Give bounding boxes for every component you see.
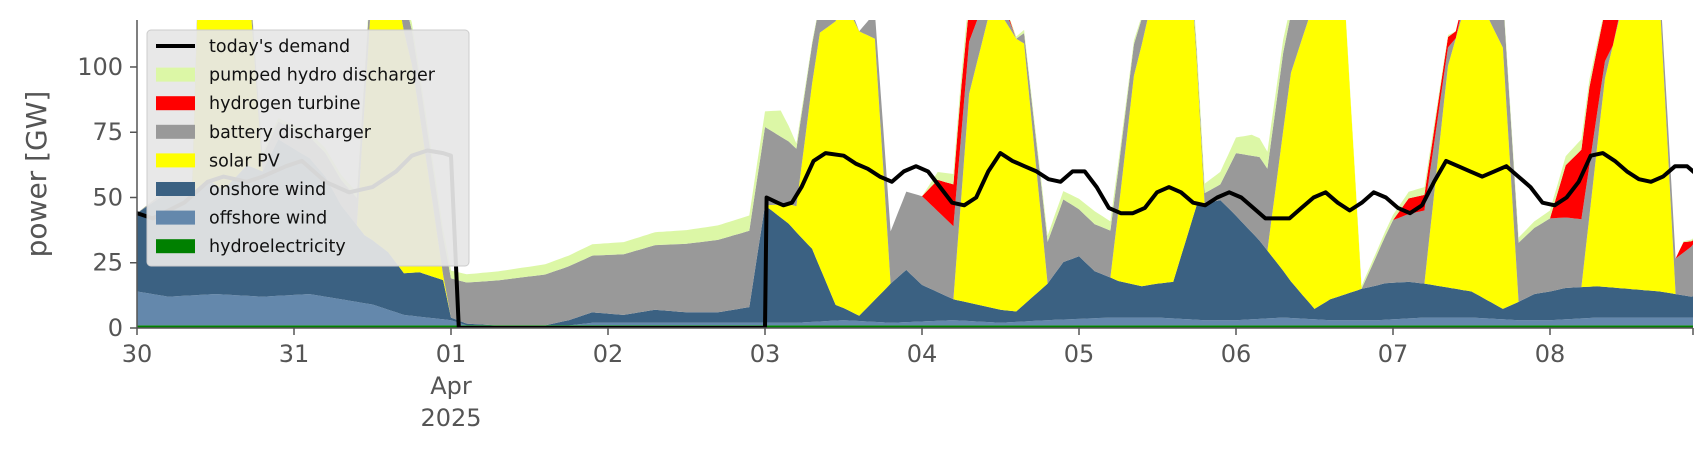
legend-label: battery discharger — [209, 123, 372, 143]
legend: today's demand pumped hydro discharger hyd… — [146, 29, 470, 267]
axes — [136, 20, 1693, 329]
legend-label: hydrogen turbine — [209, 94, 361, 114]
x-ticks: 30 31 01 Apr 2025 02 03 04 05 06 07 08 — [122, 328, 1694, 432]
legend-label: today's demand — [209, 37, 350, 57]
x-tick-label: 07 — [1378, 340, 1409, 368]
legend-label: solar PV — [209, 151, 280, 171]
x-tick-label: 05 — [1064, 340, 1095, 368]
legend-swatch — [156, 210, 195, 225]
area-offshore-wind — [137, 291, 1693, 326]
y-ticks: 0 25 50 75 100 — [77, 53, 137, 342]
y-tick-label: 0 — [108, 314, 123, 342]
area-battery-discharger — [137, 20, 1693, 326]
legend-swatch — [156, 239, 195, 254]
x-tick-label: 06 — [1221, 340, 1252, 368]
legend-swatch — [156, 124, 195, 139]
legend-box — [146, 29, 470, 267]
y-tick-label: 25 — [92, 249, 123, 277]
area-solar-pv — [137, 20, 1693, 326]
legend-label: offshore wind — [209, 209, 327, 229]
legend-swatch — [156, 153, 195, 168]
x-tick-label: 02 — [593, 340, 624, 368]
x-tick-sublabel: 2025 — [420, 404, 481, 432]
y-tick-label: 75 — [92, 118, 123, 146]
legend-swatch — [156, 182, 195, 196]
y-tick-label: 100 — [77, 53, 123, 81]
y-axis-label: power [GW] — [20, 91, 53, 258]
legend-label: hydroelectricity — [209, 237, 346, 257]
x-tick-label: 30 — [122, 340, 153, 368]
x-tick-label: 31 — [279, 340, 310, 368]
legend-swatch — [156, 67, 195, 82]
x-tick-label: 08 — [1535, 340, 1566, 368]
legend-label: onshore wind — [209, 180, 326, 200]
x-tick-sublabel: Apr — [430, 372, 472, 400]
y-tick-label: 50 — [92, 183, 123, 211]
legend-label: pumped hydro discharger — [209, 66, 436, 86]
legend-swatch — [156, 96, 195, 111]
x-tick-label: 03 — [750, 340, 781, 368]
x-tick-label: 04 — [907, 340, 938, 368]
x-tick-label: 01 — [436, 340, 467, 368]
